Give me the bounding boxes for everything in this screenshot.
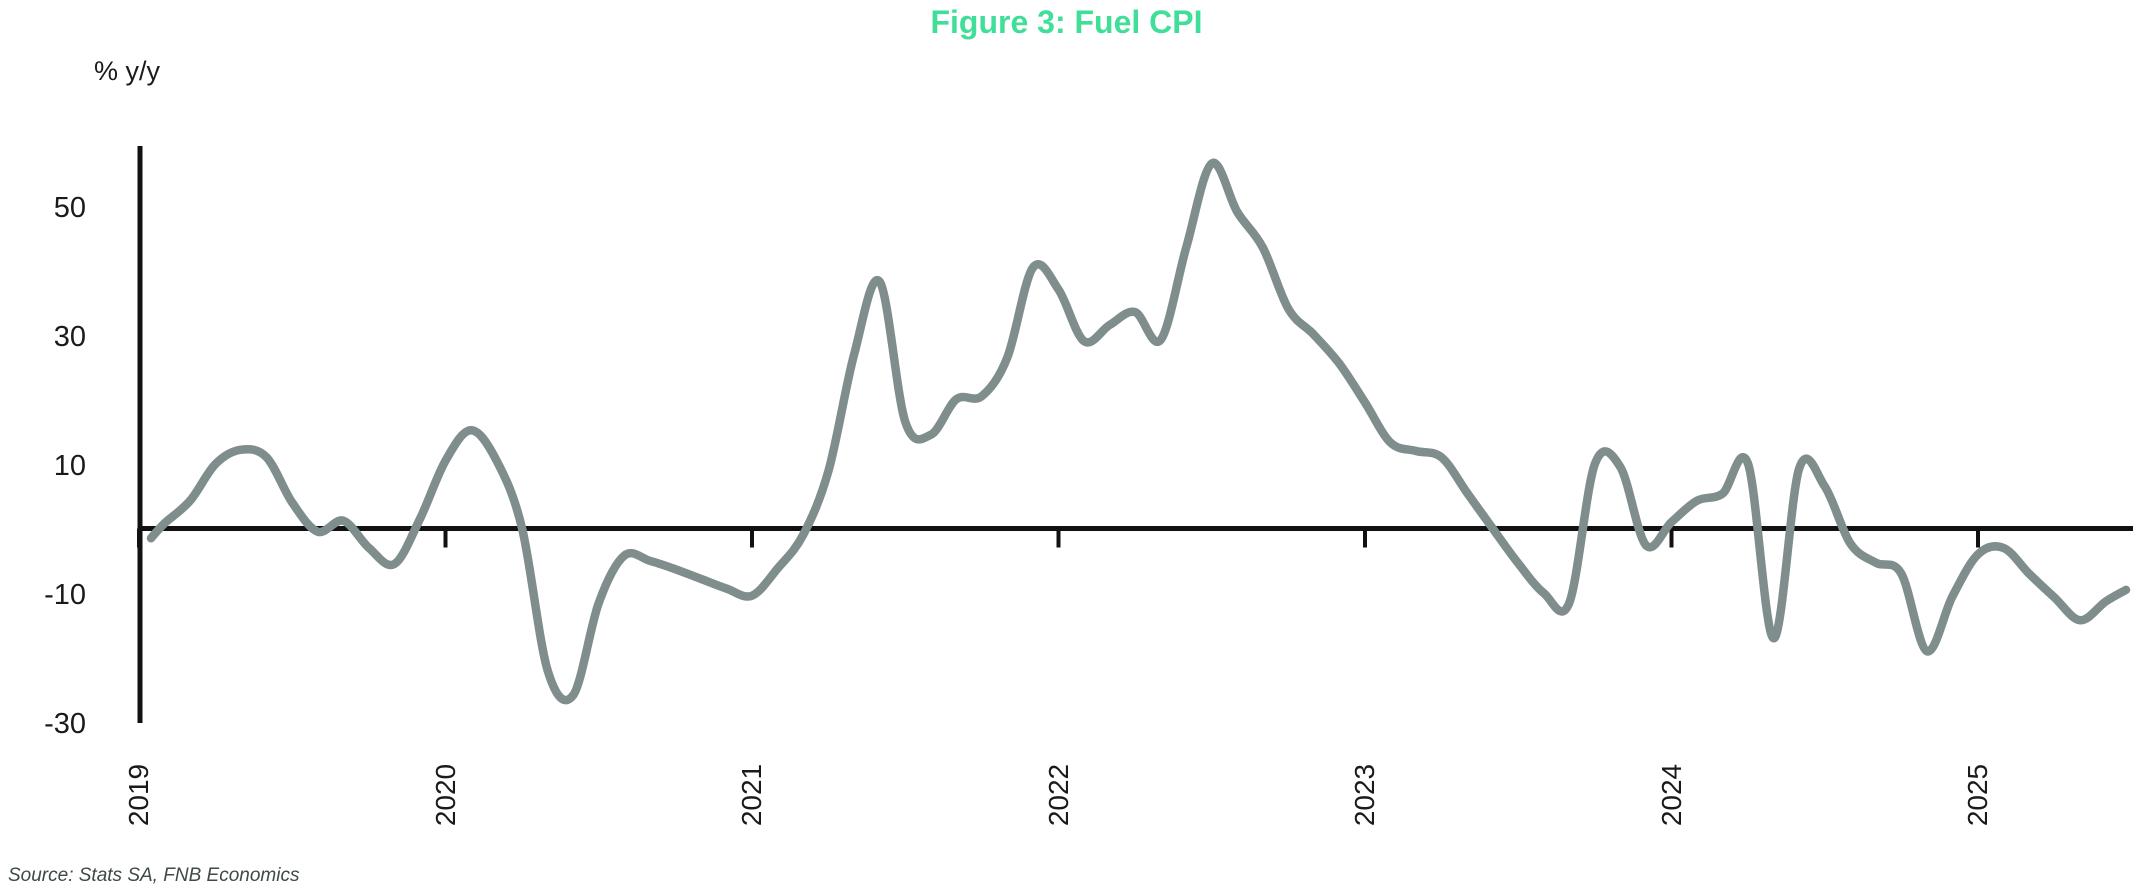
chart-title: Figure 3: Fuel CPI xyxy=(930,4,1203,40)
x-tick-label-2022: 2022 xyxy=(1042,763,1074,827)
source-note: Source: Stats SA, FNB Economics xyxy=(8,865,300,886)
x-tick-label-2021: 2021 xyxy=(736,763,767,827)
y-tick-label--30: -30 xyxy=(44,708,86,741)
x-tick-label-2023: 2023 xyxy=(1349,763,1380,827)
x-tick-label-2020: 2020 xyxy=(429,763,461,827)
fuel-cpi-line xyxy=(146,158,2131,705)
y-tick-label--10: -10 xyxy=(44,579,86,612)
y-tick-label-10: 10 xyxy=(53,449,86,482)
y-tick-label-30: 30 xyxy=(53,320,86,353)
y-axis-unit-label: % y/y xyxy=(94,56,161,86)
x-tick-label-2024: 2024 xyxy=(1655,763,1687,827)
x-tick-label-2025: 2025 xyxy=(1962,763,1993,827)
y-tick-label-50: 50 xyxy=(53,191,86,224)
x-tick-label-2019: 2019 xyxy=(123,763,154,827)
